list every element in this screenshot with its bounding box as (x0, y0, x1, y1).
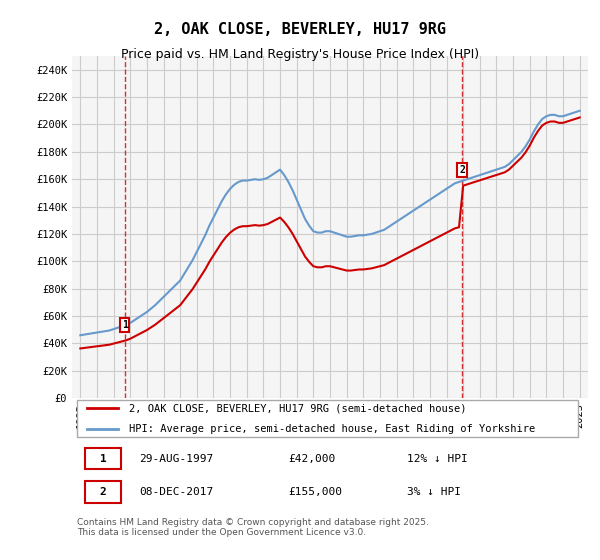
Text: 29-AUG-1997: 29-AUG-1997 (139, 454, 214, 464)
FancyBboxPatch shape (85, 449, 121, 469)
Text: Contains HM Land Registry data © Crown copyright and database right 2025.
This d: Contains HM Land Registry data © Crown c… (77, 518, 429, 538)
Text: 2, OAK CLOSE, BEVERLEY, HU17 9RG (semi-detached house): 2, OAK CLOSE, BEVERLEY, HU17 9RG (semi-d… (129, 404, 466, 413)
Text: 2, OAK CLOSE, BEVERLEY, HU17 9RG: 2, OAK CLOSE, BEVERLEY, HU17 9RG (154, 22, 446, 38)
Text: HPI: Average price, semi-detached house, East Riding of Yorkshire: HPI: Average price, semi-detached house,… (129, 424, 535, 434)
Text: £155,000: £155,000 (289, 487, 343, 497)
Text: 2: 2 (459, 165, 465, 175)
FancyBboxPatch shape (77, 400, 578, 437)
Text: 1: 1 (100, 454, 106, 464)
Text: 2: 2 (100, 487, 106, 497)
Text: Price paid vs. HM Land Registry's House Price Index (HPI): Price paid vs. HM Land Registry's House … (121, 48, 479, 60)
Text: 1: 1 (122, 320, 128, 330)
Text: 3% ↓ HPI: 3% ↓ HPI (407, 487, 461, 497)
FancyBboxPatch shape (85, 482, 121, 502)
Text: 08-DEC-2017: 08-DEC-2017 (139, 487, 214, 497)
Text: £42,000: £42,000 (289, 454, 336, 464)
Text: 12% ↓ HPI: 12% ↓ HPI (407, 454, 468, 464)
